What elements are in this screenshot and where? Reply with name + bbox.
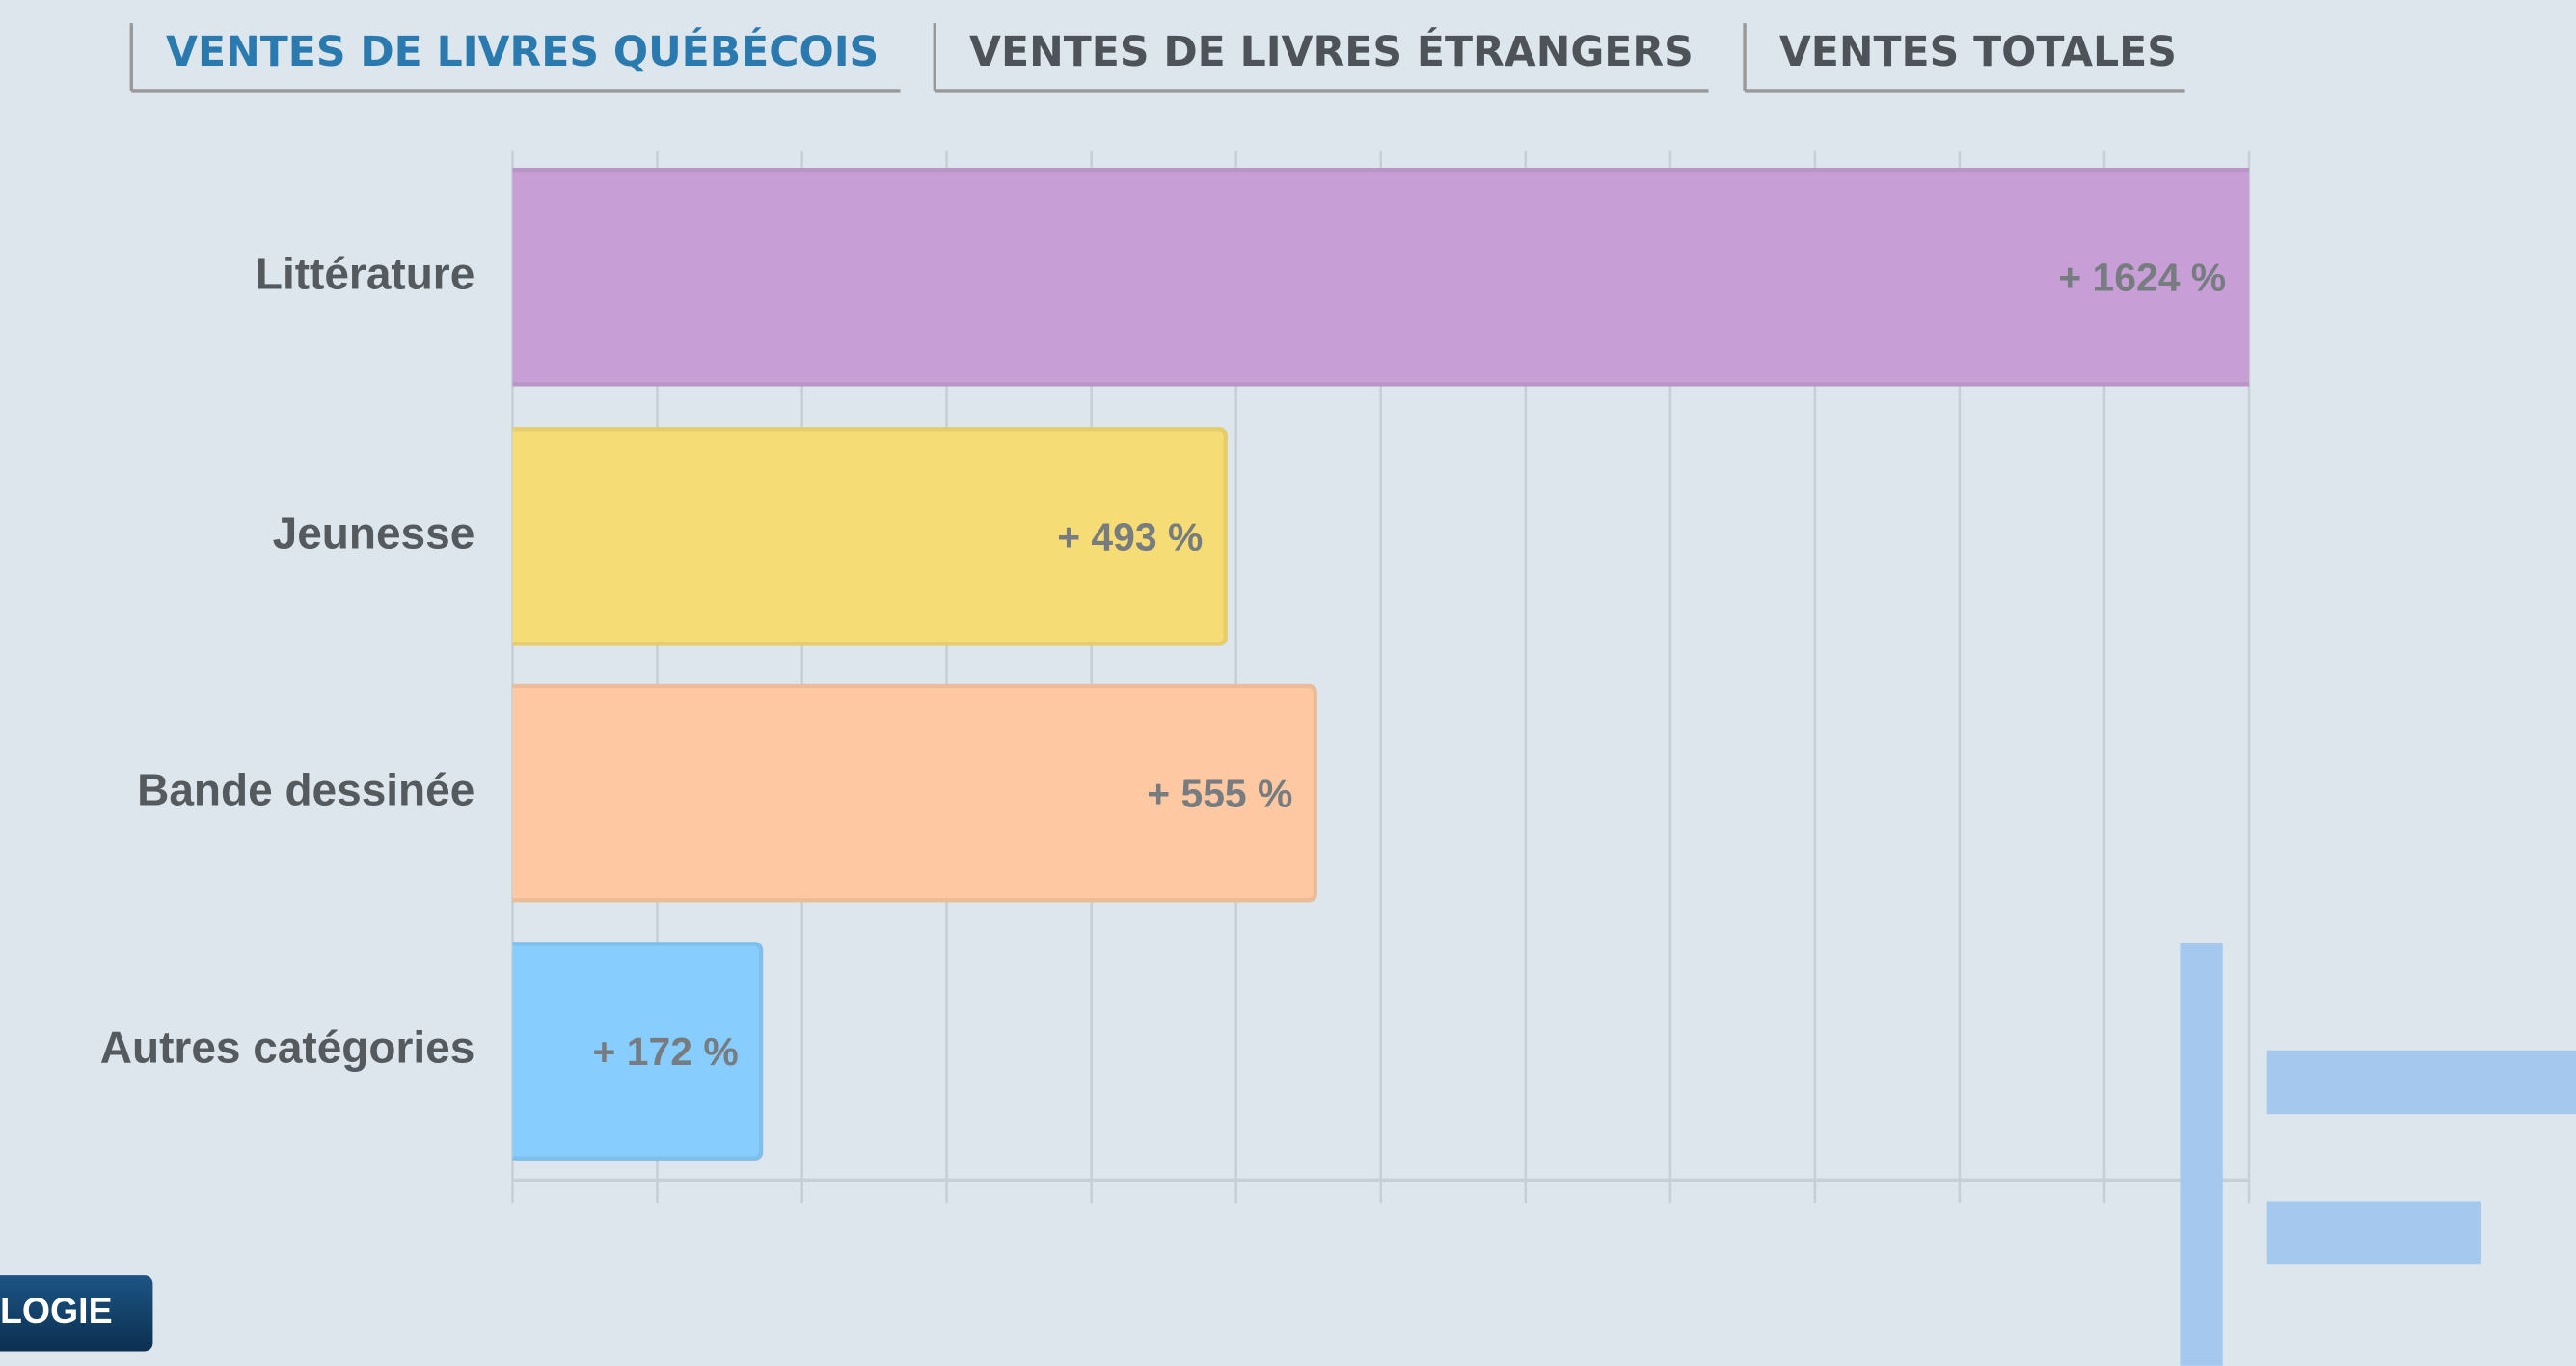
button-bg[interactable] [0, 1275, 153, 1352]
icon-shape [2180, 943, 2223, 1366]
tab-bar: VENTES DE LIVRES QUÉBÉCOIS VENTES DE LIV… [129, 23, 2185, 93]
icon-shape [2266, 1201, 2481, 1265]
value-label: + 172 % [593, 1029, 739, 1074]
tab[interactable]: VENTES DE LIVRES ÉTRANGERS [969, 27, 1694, 76]
button[interactable]: LOGIE [0, 1275, 153, 1352]
category-label: Bande dessinée [137, 764, 475, 814]
bar-fill [512, 688, 1314, 899]
category-label: Autres catégories [100, 1023, 475, 1073]
bar-fill [512, 945, 759, 1157]
value-label: + 1624 % [2058, 255, 2226, 299]
category-label: Jeunesse [273, 508, 475, 559]
tab[interactable]: VENTES TOTALES [1779, 28, 2177, 76]
bar-fill [512, 172, 2250, 383]
chart: Littérature + 1624 % Jeunesse + 493 % Bande … [100, 150, 2251, 1204]
decoration [2180, 943, 2576, 1366]
bar-fill [512, 431, 1224, 642]
bars [512, 167, 2250, 1161]
button-label[interactable]: LOGIE [0, 1290, 113, 1330]
icon-shape [2266, 1050, 2576, 1115]
value-label: + 493 % [1057, 515, 1203, 560]
category-label: Littérature [256, 248, 475, 298]
tab[interactable]: VENTES DE LIVRES QUÉBÉCOIS [166, 27, 879, 76]
value-label: + 555 % [1147, 771, 1292, 815]
